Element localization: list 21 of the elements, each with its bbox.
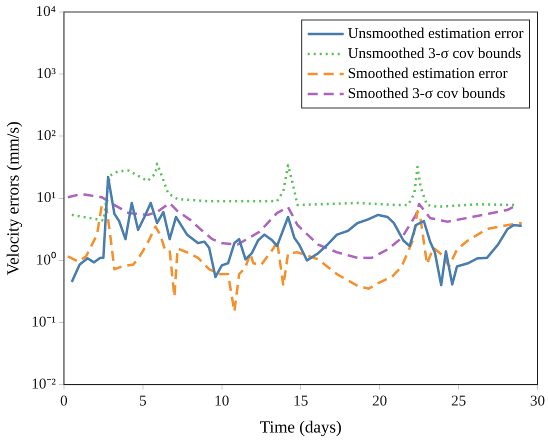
y-tick-label: 10¹ (36, 190, 56, 206)
x-tick-label: 0 (60, 394, 68, 410)
y-tick-label: 10⁻¹ (31, 314, 56, 330)
y-tick-label: 10³ (36, 66, 56, 82)
legend-label: Smoothed 3-σ cov bounds (348, 86, 506, 102)
line-series (66, 202, 523, 313)
y-tick-label: 10⁴ (36, 4, 56, 20)
x-tick-label: 10 (214, 394, 230, 410)
x-tick-label: 30 (530, 394, 545, 410)
legend-label: Smoothed estimation error (348, 66, 508, 82)
x-axis-title: Time (days) (260, 417, 342, 436)
y-tick-label: 10² (36, 128, 56, 144)
legend-label: Unsmoothed estimation error (348, 26, 524, 42)
x-tick-label: 20 (372, 394, 388, 410)
y-tick-label: 10⁰ (36, 251, 56, 268)
legend-label: Unsmoothed 3-σ cov bounds (348, 46, 522, 62)
y-axis-title: Velocity errors (mm/s) (4, 121, 23, 276)
x-tick-label: 5 (139, 394, 147, 410)
x-tick-label: 15 (293, 394, 308, 410)
x-tick-label: 25 (451, 394, 466, 410)
y-tick-label: 10⁻² (31, 376, 56, 393)
